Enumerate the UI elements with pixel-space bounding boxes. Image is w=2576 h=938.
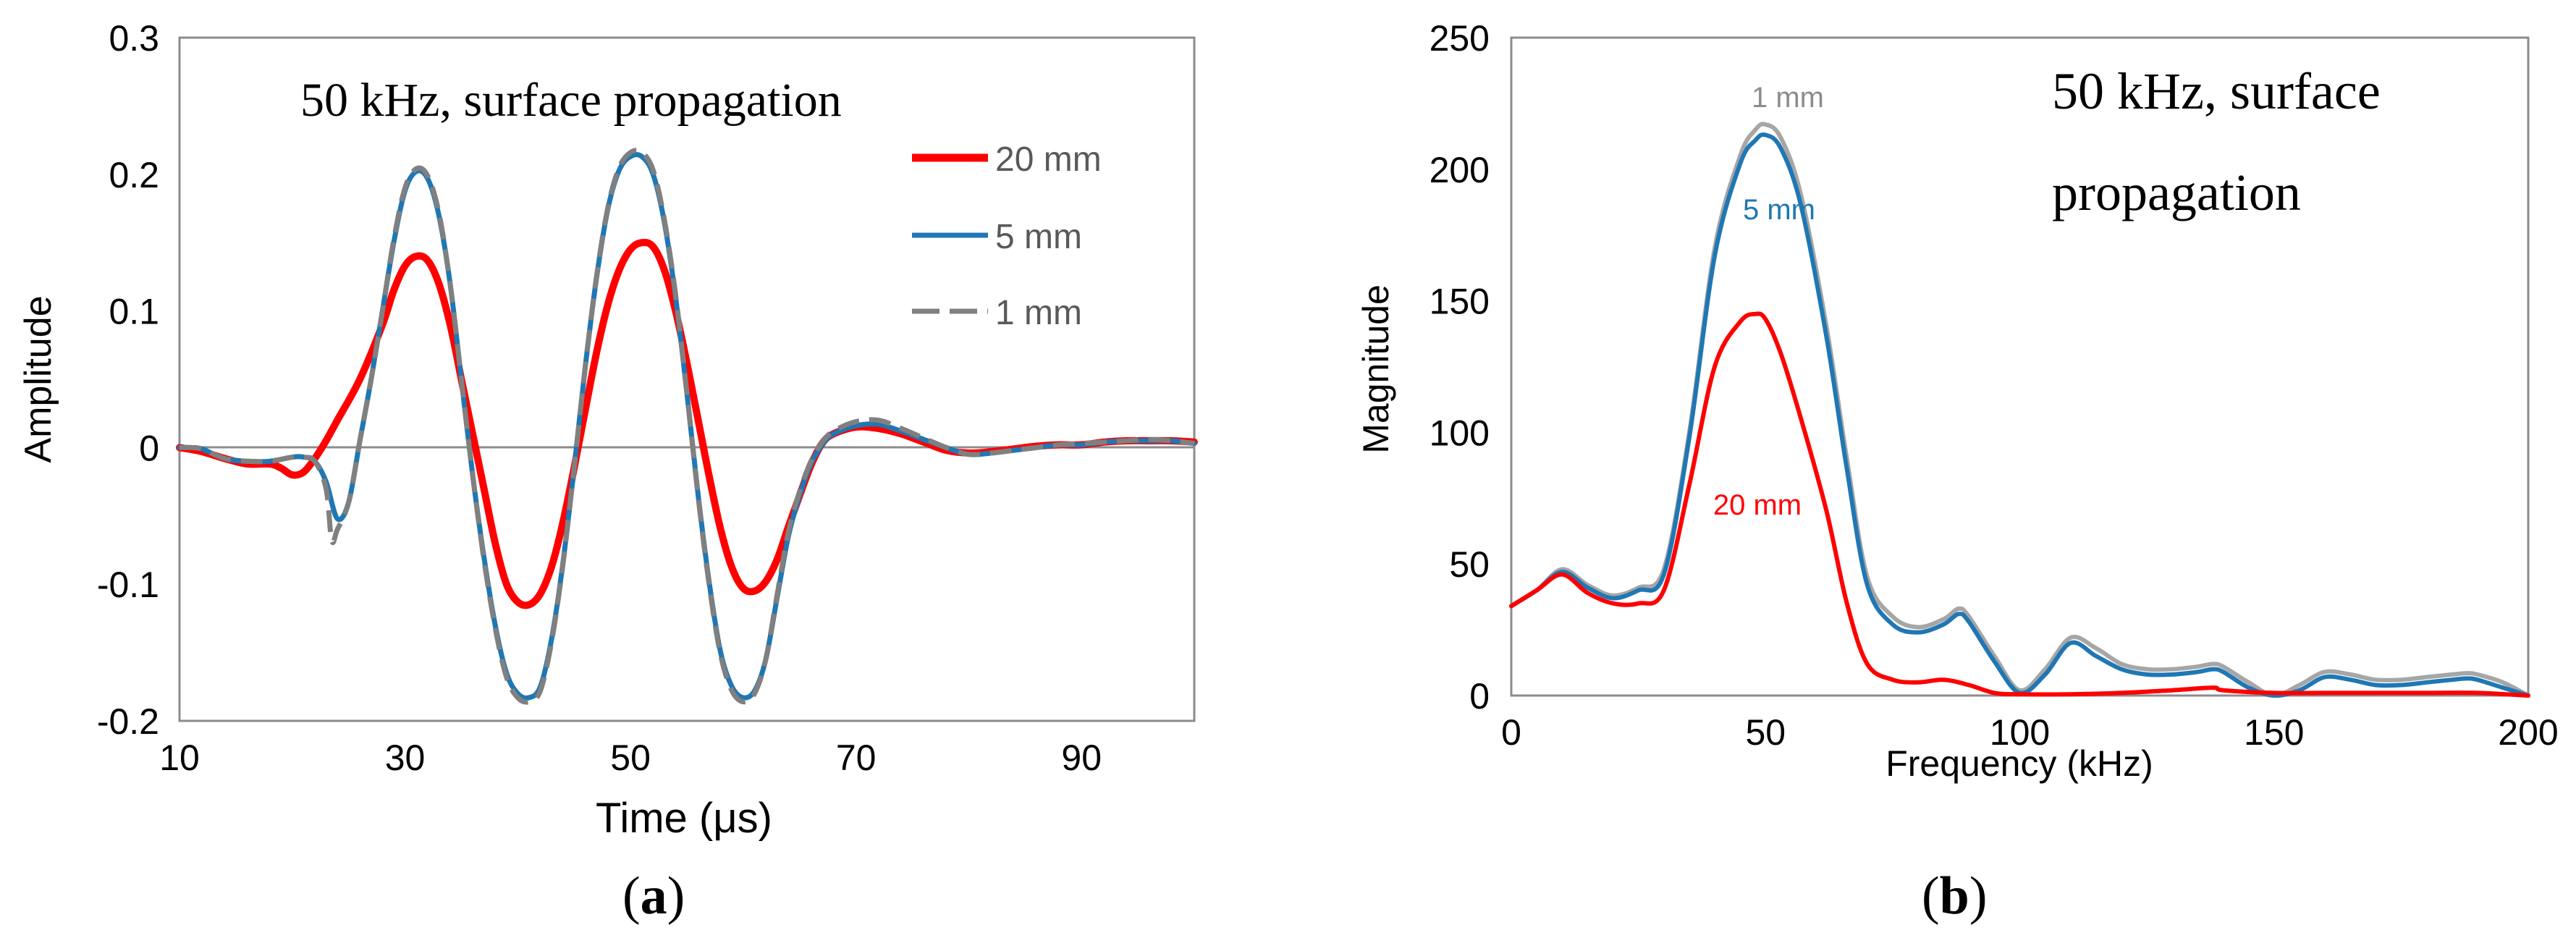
plot-b-line-20mm [1509,311,2530,698]
plot-a-title: 50 kHz, surface propagation [300,74,842,127]
plota-x-tick-10: 10 [159,738,200,778]
caption-a: (a) [622,866,685,926]
plotb-y-tick-100: 100 [1430,413,1490,453]
plota-y-tick-0.1: 0.1 [109,292,159,332]
plotb-y-tick-150: 150 [1430,282,1490,322]
plotb-x-tick-0: 0 [1501,712,1521,753]
plota-x-tick-90: 90 [1061,738,1102,778]
plot-a-x-axis-label: Time (μs) [596,795,772,842]
caption-a-close: ) [667,866,685,926]
plota-x-tick-30: 30 [385,738,426,778]
plota-y-tick--0.2: -0.2 [97,701,159,742]
plota-x-tick-70: 70 [836,738,877,778]
plot-b-y-axis-label: Magnitude [1356,284,1396,454]
caption-b-open: ( [1922,866,1940,926]
plot-b-frame [1510,36,2530,697]
caption-b-close: ) [1969,866,1988,926]
plot-a-line-1mm [179,148,1195,705]
plotb-y-tick-200: 200 [1430,150,1490,190]
plot-b-title-line1: 50 kHz, surface [2052,62,2381,120]
plot-b-x-tick-labels: 0 50 100 150 200 [1501,712,2559,753]
plot-a-legend: 20 mm 5 mm 1 mm [912,140,1102,332]
legend-1mm-label: 1 mm [995,294,1082,332]
plotb-x-tick-200: 200 [2498,712,2558,753]
plot-b-series [1509,122,2530,698]
panel-b: 0 50 100 150 200 250 0 50 100 150 200 50 kHz, sur… [1356,18,2559,926]
legend-5mm-label: 5 mm [995,218,1082,256]
caption-b-letter: b [1940,866,1969,926]
plotb-y-tick-250: 250 [1430,18,1490,59]
plot-b-title-line2: propagation [2052,164,2301,221]
plota-y-tick-0: 0 [139,428,159,468]
plot-a-y-tick-labels: -0.2 -0.1 0 0.1 0.2 0.3 [97,18,159,742]
plot-a-series [176,148,1198,705]
plot-b-x-axis-label: Frequency (kHz) [1885,743,2153,784]
panel-a: -0.2 -0.1 0 0.1 0.2 0.3 10 30 50 70 90 50 kHz, su… [17,18,1198,926]
plotb-y-tick-0: 0 [1469,676,1490,717]
plota-y-tick-0.3: 0.3 [109,18,159,59]
plot-a-y-axis-label: Amplitude [17,295,59,462]
legend-20mm-label: 20 mm [995,140,1102,179]
caption-a-open: ( [622,866,641,926]
caption-a-letter: a [641,866,667,926]
plot-a-line-20mm [176,238,1198,609]
plota-y-tick-0.2: 0.2 [109,155,159,195]
plot-a-x-tick-labels: 10 30 50 70 90 [159,738,1102,778]
plotb-x-tick-50: 50 [1745,712,1786,753]
series-label-20mm: 20 mm [1713,489,1802,521]
plotb-x-tick-150: 150 [2244,712,2304,753]
series-label-5mm: 5 mm [1743,194,1815,226]
plot-b-line-5mm [1509,132,2530,698]
series-label-1mm: 1 mm [1752,82,1824,114]
plota-x-tick-50: 50 [610,738,651,778]
plota-y-tick--0.1: -0.1 [97,565,159,605]
caption-b: (b) [1922,866,1987,926]
plot-b-y-tick-labels: 0 50 100 150 200 250 [1430,18,1490,717]
plotb-y-tick-50: 50 [1449,544,1490,585]
plotb-x-tick-100: 100 [1990,712,2050,753]
